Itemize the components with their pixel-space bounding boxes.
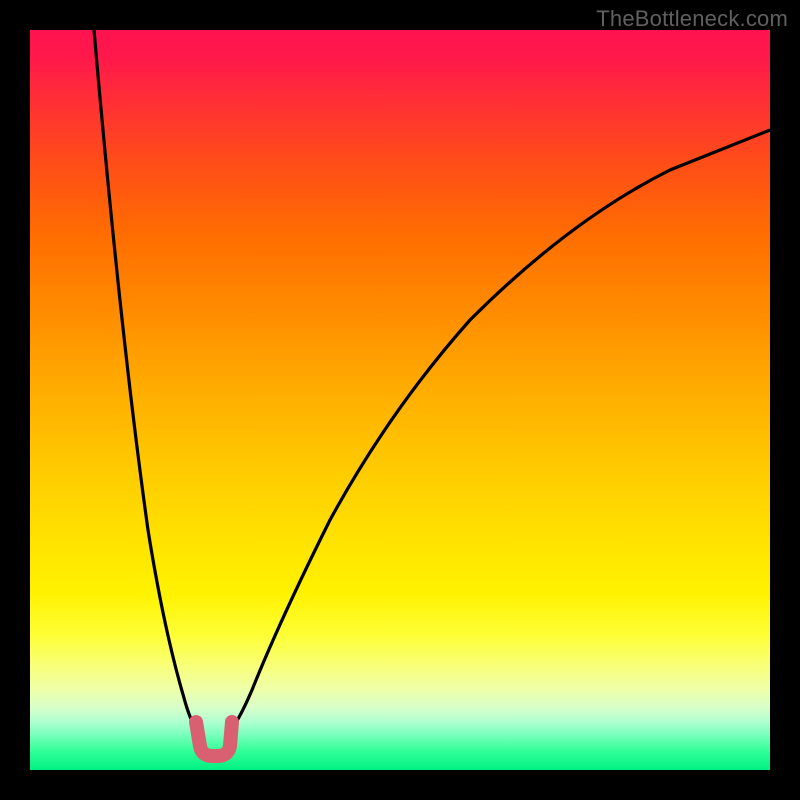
chart-container: TheBottleneck.com xyxy=(0,0,800,800)
valley-marker xyxy=(196,722,232,756)
plot-area xyxy=(30,30,770,770)
curve-layer xyxy=(30,30,770,770)
curve-left xyxy=(94,30,196,728)
watermark-text: TheBottleneck.com xyxy=(596,6,788,32)
curve-right xyxy=(232,130,770,728)
